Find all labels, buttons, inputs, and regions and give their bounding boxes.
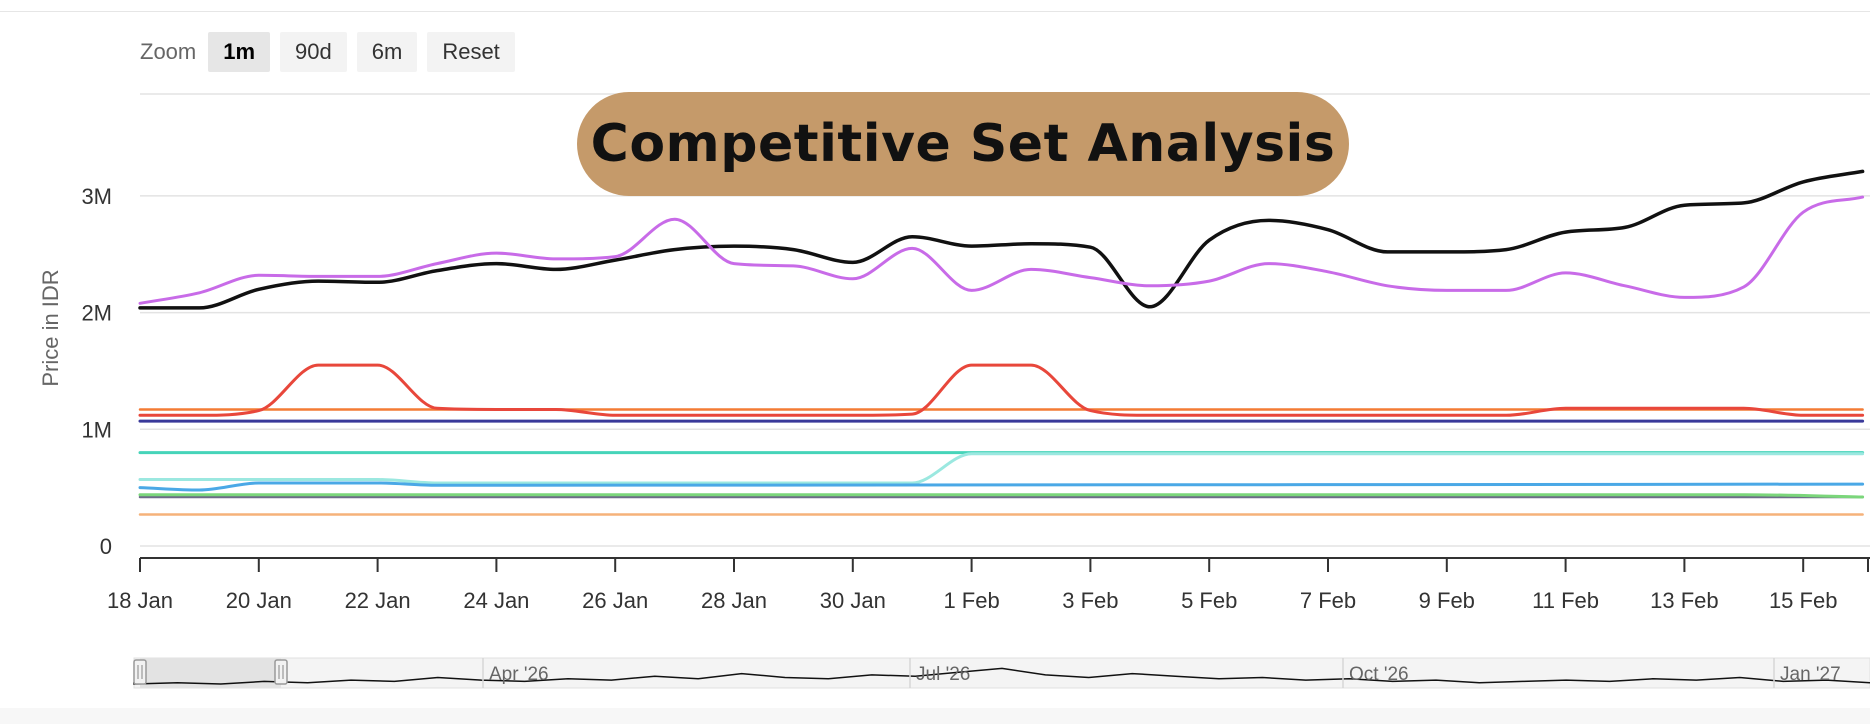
y-axis-ticks: 0 1M 2M 3M xyxy=(81,184,112,559)
title-badge: Competitive Set Analysis xyxy=(577,92,1349,196)
top-divider xyxy=(0,11,1870,12)
x-tick-label: 13 Feb xyxy=(1650,588,1719,613)
x-axis-ticks: 18 Jan 20 Jan 22 Jan 24 Jan 26 Jan 28 Jan 30 J… xyxy=(107,558,1869,613)
series-line-7 xyxy=(138,481,1865,492)
y-tick-label: 2M xyxy=(81,301,112,326)
x-tick-label: 26 Jan xyxy=(582,588,648,613)
zoom-reset-button[interactable]: Reset xyxy=(427,32,515,72)
series-line-0 xyxy=(138,169,1865,310)
y-tick-label: 1M xyxy=(81,417,112,442)
zoom-1m-button[interactable]: 1m xyxy=(208,32,271,72)
navigator-track xyxy=(133,657,1870,689)
footer-band xyxy=(0,708,1870,724)
navigator-label: Jan '27 xyxy=(1780,664,1841,685)
y-tick-label: 3M xyxy=(81,184,112,209)
zoom-6m-button[interactable]: 6m xyxy=(356,32,418,72)
navigator[interactable]: Apr '26 Jul '26 Oct '26 Jan '27 xyxy=(133,657,1870,689)
navigator-label: Jul '26 xyxy=(916,664,970,685)
x-tick-label: 28 Jan xyxy=(701,588,767,613)
x-tick-label: 5 Feb xyxy=(1181,588,1237,613)
x-tick-label: 15 Feb xyxy=(1769,588,1838,613)
series-line-1 xyxy=(138,195,1865,305)
navigator-label: Oct '26 xyxy=(1349,664,1409,685)
x-tick-label: 11 Feb xyxy=(1532,588,1599,613)
series-lines xyxy=(138,169,1865,516)
x-tick-label: 20 Jan xyxy=(226,588,292,613)
navigator-handle-right[interactable] xyxy=(274,659,288,685)
x-tick-label: 18 Jan xyxy=(107,588,173,613)
y-axis-label: Price in IDR xyxy=(38,269,63,386)
series-line-6 xyxy=(138,452,1865,485)
zoom-controls: Zoom 1m 90d 6m Reset xyxy=(140,32,515,72)
zoom-label: Zoom xyxy=(140,39,197,64)
series-line-8 xyxy=(138,493,1865,499)
x-tick-label: 9 Feb xyxy=(1419,588,1475,613)
x-tick-label: 1 Feb xyxy=(943,588,999,613)
chart-title: Competitive Set Analysis xyxy=(590,114,1336,174)
x-tick-label: 24 Jan xyxy=(463,588,529,613)
x-tick-label: 22 Jan xyxy=(345,588,411,613)
navigator-handle-left[interactable] xyxy=(133,659,147,685)
y-tick-label: 0 xyxy=(100,534,112,559)
zoom-90d-button[interactable]: 90d xyxy=(280,32,347,72)
x-tick-label: 7 Feb xyxy=(1300,588,1356,613)
series-line-2 xyxy=(138,363,1865,417)
navigator-label: Apr '26 xyxy=(489,664,549,685)
x-tick-label: 3 Feb xyxy=(1062,588,1118,613)
navigator-series xyxy=(133,667,1870,685)
x-tick-label: 30 Jan xyxy=(820,588,886,613)
